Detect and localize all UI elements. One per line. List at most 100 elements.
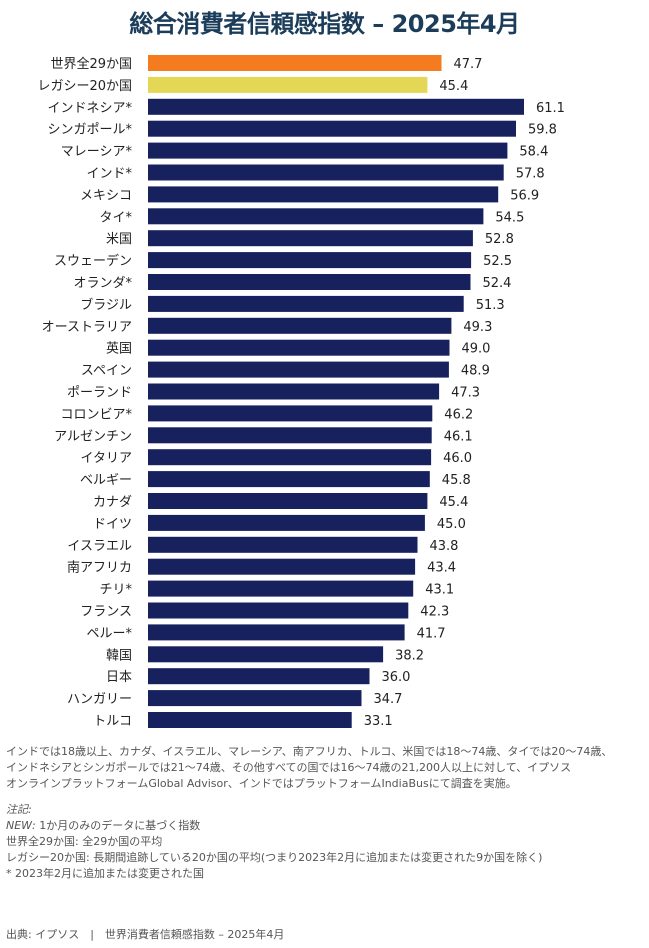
value-label: 61.1 (536, 101, 565, 116)
value-label: 47.7 (454, 57, 483, 72)
category-label: 南アフリカ (67, 560, 132, 576)
bar (148, 317, 452, 334)
category-label: 英国 (106, 342, 132, 357)
category-label: シンガポール* (47, 123, 132, 138)
category-label: 世界全29か国 (50, 56, 132, 72)
value-label: 38.2 (395, 648, 424, 663)
category-label: ブラジル (80, 297, 132, 313)
value-label: 36.0 (382, 670, 411, 685)
category-label: オランダ* (73, 276, 132, 291)
bar (148, 142, 508, 159)
bar (148, 690, 362, 707)
bar (148, 339, 450, 356)
value-label: 43.4 (427, 561, 456, 576)
category-label: 韓国 (106, 648, 132, 663)
value-label: 46.2 (444, 407, 473, 422)
category-label: メキシコ (80, 188, 132, 203)
bar (148, 536, 418, 553)
value-label: 45.4 (439, 79, 468, 94)
value-label: 51.3 (476, 298, 505, 313)
bar-chart: 世界全29か国 47.7 レガシー20か国 45.4 インドネシア* 61.1 シンガポール… (37, 55, 565, 729)
value-label: 58.4 (519, 145, 548, 160)
bar (148, 76, 428, 93)
value-label: 46.0 (443, 451, 472, 466)
category-label: ベルギー (80, 473, 132, 488)
bar (148, 98, 524, 115)
category-label: マレーシア* (61, 145, 133, 160)
category-label: レガシー20か国 (37, 79, 132, 94)
bar (148, 55, 442, 71)
category-label: ポーランド (67, 386, 132, 401)
value-label: 57.8 (516, 167, 545, 182)
value-label: 43.8 (430, 539, 459, 554)
notes-heading: 注記: (6, 803, 32, 816)
value-label: 48.9 (461, 364, 490, 379)
category-label: 米国 (106, 232, 132, 247)
category-label: フランス (80, 605, 132, 620)
value-label: 33.1 (364, 714, 393, 729)
bar (148, 712, 352, 728)
category-label: アルゼンチン (54, 429, 132, 444)
bar (148, 405, 433, 422)
bar (148, 580, 414, 597)
new-text: 1か月のみのデータに基づく指数 (35, 819, 201, 832)
bar (148, 646, 384, 663)
bar (148, 120, 516, 137)
value-label: 49.0 (462, 342, 491, 357)
bar (148, 624, 405, 641)
method-note-line: インドでは18歳以上、カナダ、イスラエル、マレーシア、南アフリカ、トルコ、米国で… (6, 745, 613, 758)
value-label: 52.8 (485, 232, 514, 247)
value-label: 54.5 (495, 210, 524, 225)
value-label: 43.1 (425, 583, 454, 598)
new-label: NEW: (6, 819, 36, 832)
category-label: ドイツ (93, 517, 132, 532)
value-label: 52.4 (483, 276, 512, 291)
new-note: NEW: 1か月のみのデータに基づく指数 (6, 818, 646, 834)
value-label: 56.9 (510, 188, 539, 203)
category-label: インド* (86, 167, 132, 182)
value-label: 47.3 (451, 386, 480, 401)
bar (148, 230, 473, 247)
bar (148, 295, 464, 312)
category-label: チリ* (99, 583, 132, 598)
category-label: 日本 (106, 670, 132, 685)
bar (148, 361, 449, 378)
value-label: 45.8 (442, 473, 471, 488)
notes: インドでは18歳以上、カナダ、イスラエル、マレーシア、南アフリカ、トルコ、米国で… (6, 744, 646, 882)
bar (148, 427, 432, 444)
bar (148, 514, 425, 531)
source-line: 出典: イプソス | 世界消費者信頼感指数 – 2025年4月 (6, 928, 285, 941)
value-label: 45.0 (437, 517, 466, 532)
value-label: 34.7 (374, 692, 403, 707)
category-label: スウェーデン (54, 253, 132, 269)
bar (148, 164, 504, 181)
category-label: カナダ (93, 495, 132, 510)
bar (148, 471, 430, 488)
category-label: インドネシア* (47, 101, 132, 116)
note-item: レガシー20か国: 長期間追跡している20か国の平均(つまり2023年2月に追加… (6, 851, 543, 864)
bar (148, 208, 484, 225)
category-label: オーストラリア (42, 320, 132, 335)
method-note-line: インドネシアとシンガポールでは21〜74歳、その他すべての国では16〜74歳の2… (6, 761, 572, 774)
value-label: 41.7 (417, 626, 446, 641)
bar (148, 493, 428, 509)
bar (148, 383, 440, 400)
category-label: ハンガリー (67, 692, 132, 707)
bar (148, 449, 432, 466)
value-label: 45.4 (439, 495, 468, 510)
category-label: タイ* (99, 210, 132, 225)
bar (148, 558, 416, 575)
category-label: イスラエル (67, 539, 132, 554)
value-label: 52.5 (483, 254, 512, 269)
category-label: トルコ (93, 714, 132, 729)
value-label: 59.8 (528, 123, 557, 138)
category-label: スペイン (81, 364, 132, 379)
category-label: ペルー* (86, 626, 132, 641)
category-label: コロンビア* (60, 407, 132, 422)
note-item: 世界全29か国: 全29か国の平均 (6, 835, 163, 848)
bar (148, 186, 499, 203)
method-note-line: オンラインプラットフォームGlobal Advisor、インドではプラットフォー… (6, 777, 517, 790)
bar (148, 668, 370, 685)
note-item: * 2023年2月に追加または変更された国 (6, 867, 204, 880)
page-title: 総合消費者信頼感指数 – 2025年4月 (129, 10, 520, 38)
